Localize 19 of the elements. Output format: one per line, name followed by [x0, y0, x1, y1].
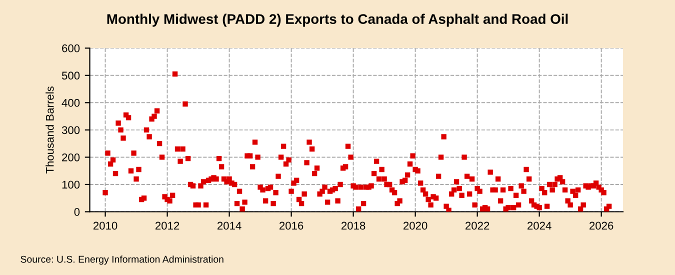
- y-tick-label: 500: [62, 72, 80, 80]
- y-axis-title: Thousand Barrels: [46, 86, 54, 174]
- chart-title: Monthly Midwest (PADD 2) Exports to Canada of Asphalt and Road Oil: [107, 14, 568, 27]
- y-tick-label: 200: [62, 153, 80, 162]
- x-tick-label: 2018: [342, 222, 366, 230]
- y-tick-label: 0: [74, 208, 80, 216]
- x-tick-label: 2010: [93, 222, 118, 230]
- source-note: Source: U.S. Energy Information Administration: [20, 256, 224, 265]
- x-tick-label: 2020: [404, 222, 428, 230]
- x-tick-label: 2022: [466, 222, 490, 230]
- y-tick-label: 300: [62, 126, 80, 134]
- y-tick-label: 100: [62, 180, 80, 189]
- x-tick-label: 2014: [217, 222, 242, 230]
- x-tick-label: 2024: [528, 222, 552, 230]
- y-tick-label: 400: [62, 98, 80, 107]
- x-tick-label: 2012: [155, 222, 180, 230]
- y-tick-label: 600: [62, 44, 80, 52]
- x-tick-label: 2016: [279, 222, 304, 230]
- x-tick-label: 2026: [590, 222, 614, 230]
